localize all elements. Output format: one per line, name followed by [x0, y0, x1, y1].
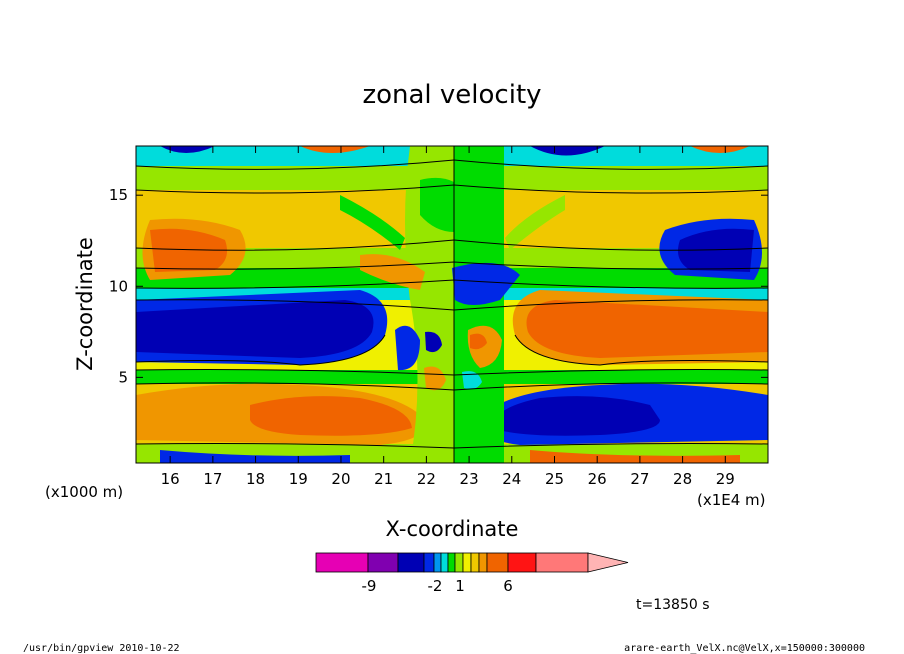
colorbar-segment [367, 552, 399, 573]
y-tick-label: 10 [109, 277, 128, 295]
x-tick-label: 27 [630, 470, 649, 488]
x-tick-label: 28 [673, 470, 692, 488]
colorbar-segment [470, 552, 480, 573]
plot-frame [135, 145, 769, 464]
x-tick-label: 16 [161, 470, 180, 488]
field-center-diag-left [340, 195, 405, 250]
x-tick-label: 29 [716, 470, 735, 488]
time-label: t=13850 s [636, 597, 710, 613]
contour-lines [136, 146, 768, 463]
field-center-eddy-neg [395, 325, 420, 371]
colorbar-segment [423, 552, 435, 573]
field-upper-neg-right-core [677, 228, 754, 272]
colorbar-tick-labels: -9 -2 1 6 [362, 577, 513, 595]
x-tick-label: 24 [502, 470, 521, 488]
field-top-neg-right [530, 146, 605, 156]
colorbar-segment [535, 552, 589, 573]
field-center-diag-right [505, 195, 565, 250]
colorbar-segment [486, 552, 509, 573]
y-axis-ticks: 5 10 15 [109, 186, 768, 386]
field-top-pos-right [690, 146, 750, 153]
colorbar-segment [433, 552, 442, 573]
x-tick-label: 25 [545, 470, 564, 488]
footer-right: arare-earth_VelX.nc@VelX,x=150000:300000 [624, 643, 865, 654]
field-upper-pos-left-core [150, 228, 228, 272]
field-center-upper [420, 177, 454, 232]
colorbar [315, 552, 629, 573]
colorbar-tick-label: -9 [362, 577, 377, 595]
x-tick-label: 20 [331, 470, 350, 488]
colorbar-segment [397, 552, 425, 573]
footer-left: /usr/bin/gpview 2010-10-22 [23, 643, 180, 654]
colorbar-segment [462, 552, 472, 573]
x-unit-right: (x1E4 m) [697, 491, 766, 509]
colorbar-arrow [587, 552, 629, 573]
field-center-jet-neg [452, 262, 520, 305]
colorbar-segment [315, 552, 369, 573]
x-tick-label: 26 [588, 470, 607, 488]
x-axis-ticks: 16 17 18 19 20 21 22 23 24 25 26 27 28 29 [161, 146, 735, 488]
x-tick-label: 17 [203, 470, 222, 488]
chart-title: zonal velocity [362, 80, 541, 110]
field-center-blob-neg [462, 371, 482, 390]
colorbar-tick-label: 1 [455, 577, 465, 595]
x-tick-label: 22 [417, 470, 436, 488]
x-tick-label: 21 [374, 470, 393, 488]
field-top-pos-left [300, 146, 370, 153]
field-jet-pos-right-core [526, 300, 768, 358]
colorbar-tick-label: 6 [503, 577, 513, 595]
y-axis-label: Z-coordinate [73, 237, 97, 371]
colorbar-segment [447, 552, 456, 573]
field-center-jet-pos [360, 254, 425, 290]
field-jet-neg-right-core [492, 396, 660, 436]
x-unit-left: (x1000 m) [45, 483, 123, 501]
field-bottom-neg-left [160, 450, 350, 463]
colorbar-segment [478, 552, 488, 573]
field-top-neg-left [160, 146, 215, 153]
field-center-blob-pos [424, 366, 446, 391]
x-tick-label: 19 [289, 470, 308, 488]
colorbar-segment [440, 552, 449, 573]
field-center-eddy-neg-core [425, 331, 442, 353]
x-tick-label: 18 [246, 470, 265, 488]
colorbar-segment [454, 552, 464, 573]
y-tick-label: 15 [109, 186, 128, 204]
field-center-eddy-pos-core [470, 333, 487, 350]
x-axis-label: X-coordinate [386, 517, 519, 541]
y-tick-label: 5 [118, 368, 128, 386]
field-jet-pos-left-core [250, 396, 412, 436]
field-bottom-pos-right [530, 450, 740, 463]
colorbar-segment [507, 552, 537, 573]
colorbar-tick-label: -2 [428, 577, 443, 595]
plot-area: 16 17 18 19 20 21 22 23 24 25 26 27 28 29 5 10 15 [109, 145, 769, 488]
field-jet-neg-left-core [136, 300, 374, 358]
x-tick-label: 23 [460, 470, 479, 488]
